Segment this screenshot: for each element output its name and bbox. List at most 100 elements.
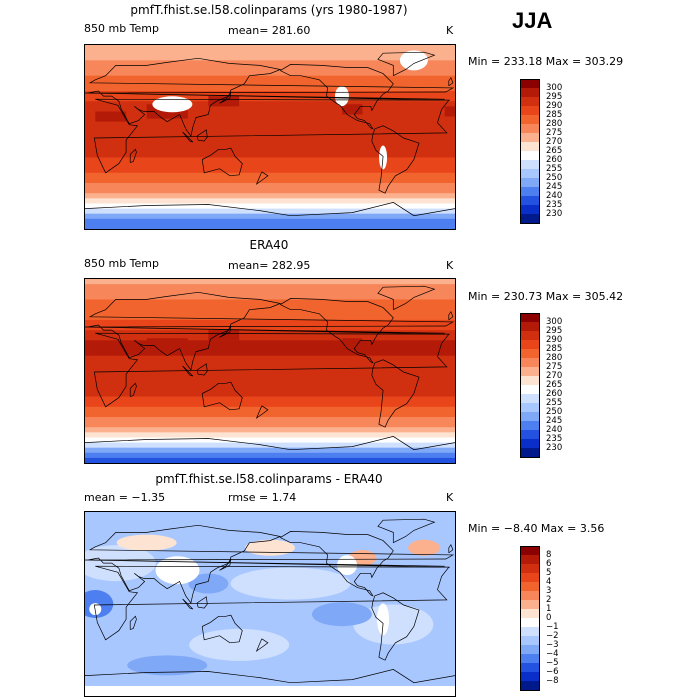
colorbar-tick-label: 8 <box>546 549 552 560</box>
difference-anomaly-region <box>188 573 229 594</box>
colorbar-swatch <box>520 582 540 592</box>
map-svg <box>85 279 455 463</box>
temperature-band <box>85 411 455 418</box>
colorbar-tick-label: 255 <box>546 397 563 408</box>
coastline <box>196 596 208 609</box>
colorbar-tick-label: 2 <box>546 594 552 605</box>
map-svg <box>85 45 455 229</box>
temperature-band <box>85 314 455 321</box>
colorbar-tick-label: −4 <box>546 648 559 659</box>
coastline <box>129 382 137 397</box>
panel2-variable-label: 850 mb Temp <box>84 257 160 270</box>
colorbar-swatch <box>520 609 540 619</box>
temperature-band <box>85 157 455 164</box>
coastline <box>129 615 137 630</box>
difference-anomaly-region <box>85 545 156 582</box>
hot-region <box>95 111 127 122</box>
colorbar-swatch <box>520 367 540 377</box>
colorbar-swatch <box>520 421 540 431</box>
colorbar-swatch <box>520 385 540 395</box>
coastline <box>371 359 420 428</box>
temperature-band <box>85 116 455 123</box>
coastline <box>85 291 455 371</box>
temperature-band <box>85 432 455 439</box>
temperature-band <box>85 172 455 179</box>
temperature-band <box>85 85 455 92</box>
panel1-colorbar: 300 295 290 285 280 275 270 265 260 255 250 245 240 2… <box>520 79 580 224</box>
coastline <box>201 381 243 411</box>
temperature-band <box>85 121 455 128</box>
temperature-band <box>85 193 455 199</box>
colorbar-tick-label: 250 <box>546 172 563 183</box>
temperature-band <box>85 111 455 118</box>
temperature-band <box>85 381 455 387</box>
temperature-band <box>85 147 455 153</box>
colorbar-swatch <box>520 645 540 655</box>
colorbar-swatch <box>520 142 540 152</box>
panel3-colorbar: 8 6 5 4 3 2 1 0 −1 −2 −3 −4 −5 −6 −8 <box>520 546 580 691</box>
temperature-band <box>85 299 455 306</box>
coastline <box>219 558 232 571</box>
colorbar-swatch <box>520 448 540 458</box>
colorbar-swatch <box>520 115 540 125</box>
temperature-band <box>85 142 455 148</box>
temperature-band <box>85 167 455 174</box>
temperature-band <box>85 55 455 61</box>
coastline <box>85 202 455 217</box>
hot-region <box>341 104 363 115</box>
season-label: JJA <box>512 8 553 33</box>
colorbar-tick-label: 290 <box>546 334 563 345</box>
temperature-band <box>85 396 455 403</box>
colorbar-tick-label: 265 <box>546 145 563 156</box>
colorbar-swatch <box>520 636 540 646</box>
colorbar-swatch <box>520 618 540 628</box>
temperature-band <box>85 198 455 205</box>
colorbar-swatch <box>520 340 540 350</box>
difference-anomaly-region <box>408 539 441 556</box>
colorbar-tick-label: 300 <box>546 316 563 327</box>
temperature-band <box>85 91 455 97</box>
temperature-band <box>85 213 455 220</box>
coastline <box>448 543 454 554</box>
temperature-band <box>85 183 455 189</box>
temperature-band <box>85 309 455 316</box>
missing-data-region <box>152 96 193 113</box>
panel1-minmax: Min = 233.18 Max = 303.29 <box>468 55 624 68</box>
temperature-band <box>85 188 455 194</box>
temperature-band <box>85 289 455 295</box>
temperature-band <box>85 447 455 454</box>
colorbar-swatch <box>520 124 540 134</box>
colorbar-tick-label: 255 <box>546 163 563 174</box>
panel2-units-label: K <box>446 259 454 272</box>
panel1-title: pmfT.fhist.se.l58.colinparams (yrs 1980-… <box>130 3 408 17</box>
colorbar-tick-label: 250 <box>546 406 563 417</box>
colorbar-tick-label: 245 <box>546 415 563 426</box>
colorbar-tick-label: −3 <box>546 639 559 650</box>
colorbar-swatch <box>520 564 540 574</box>
temperature-band <box>85 391 455 398</box>
colorbar-tick-label: 240 <box>546 424 563 435</box>
colorbar-swatch <box>520 403 540 413</box>
colorbar-swatch <box>520 160 540 170</box>
missing-data-region <box>377 603 390 636</box>
coastline <box>219 325 232 338</box>
colorbar-tick-label: 6 <box>546 558 552 569</box>
colorbar-tick-label: 270 <box>546 370 563 381</box>
coastline <box>255 638 269 653</box>
panel1-map <box>84 44 456 230</box>
antarctic-mask <box>85 686 455 696</box>
coastline <box>201 614 243 644</box>
temperature-band <box>85 60 455 67</box>
colorbar-swatch <box>520 394 540 404</box>
colorbar-tick-label: 280 <box>546 118 563 129</box>
colorbar-tick-label: 230 <box>546 442 563 453</box>
coastline <box>377 285 436 311</box>
coastline <box>85 436 455 451</box>
temperature-band <box>85 401 455 408</box>
colorbar-tick-label: 4 <box>546 576 552 587</box>
colorbar-swatch <box>520 214 540 224</box>
hot-region <box>95 345 127 356</box>
colorbar-swatch <box>520 555 540 565</box>
colorbar-tick-label: 5 <box>546 567 552 578</box>
hot-region <box>444 106 455 117</box>
